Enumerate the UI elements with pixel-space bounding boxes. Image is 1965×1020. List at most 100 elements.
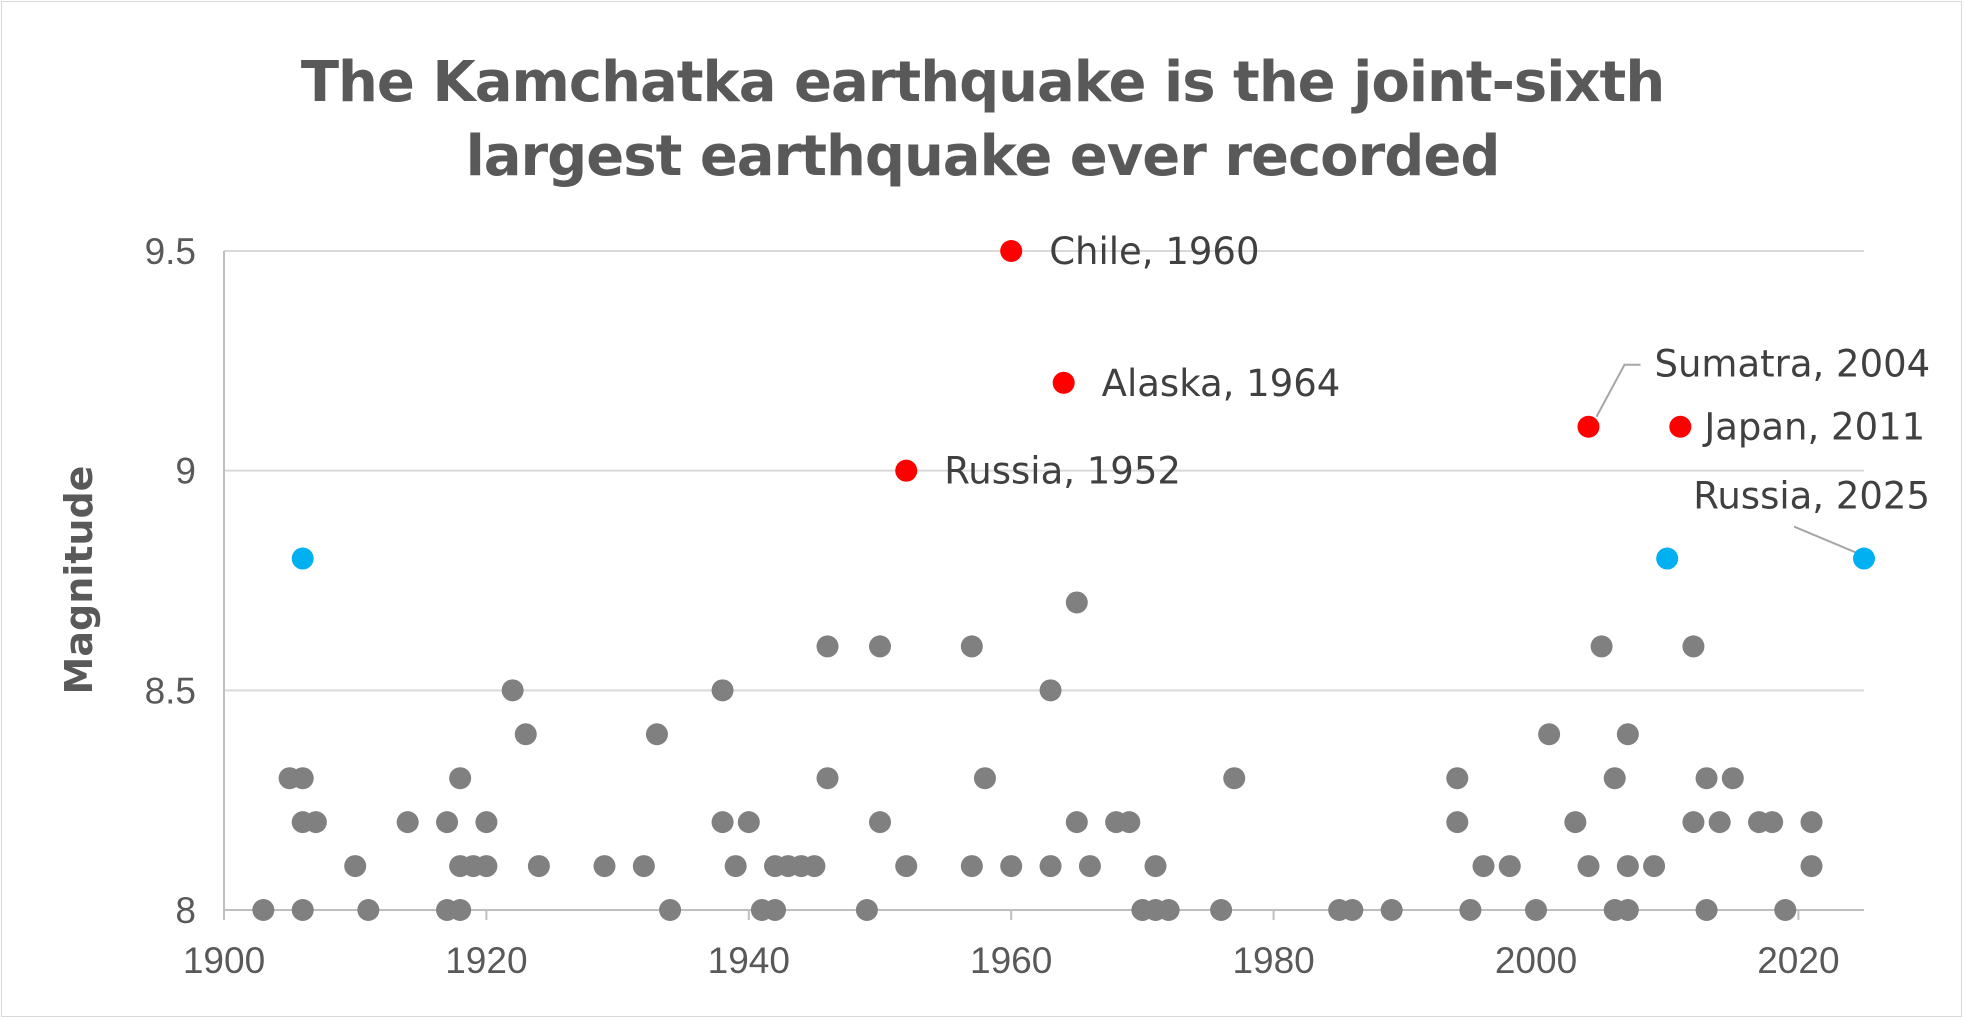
data-point (632, 855, 655, 878)
data-point (1695, 899, 1718, 921)
data-point (1446, 767, 1469, 790)
data-point (1853, 547, 1875, 570)
data-point (1065, 591, 1088, 614)
data-point (1669, 415, 1692, 438)
data-point (514, 723, 537, 746)
data-point (1682, 811, 1705, 834)
data-point (396, 811, 419, 834)
data-point (895, 855, 918, 878)
y-tick-label: 8 (175, 890, 196, 931)
axes: 8 8.5 9 9.5 1900 1920 1940 1960 1980 2000 2020 (145, 231, 1864, 981)
data-point (960, 635, 983, 658)
data-point (527, 855, 550, 878)
data-point (475, 811, 498, 834)
data-point (659, 899, 682, 921)
x-tick-label: 2020 (1757, 940, 1839, 981)
x-tick-label: 1920 (445, 940, 527, 981)
data-point (1459, 899, 1482, 921)
data-point (1065, 811, 1088, 834)
data-point (1000, 855, 1023, 878)
annotation-label: Russia, 2025 (1693, 475, 1930, 518)
annotation-label: Japan, 2011 (1702, 406, 1925, 449)
data-point (1577, 855, 1600, 878)
data-point (1590, 635, 1613, 658)
data-point (803, 855, 826, 878)
y-axis-label: Magnitude (57, 466, 101, 695)
data-point (291, 767, 314, 790)
data-point (291, 547, 314, 570)
data-point (1721, 767, 1744, 790)
data-point (960, 855, 983, 878)
data-point (1525, 899, 1547, 921)
chart-title: The Kamchatka earthquake is the joint-si… (0, 46, 1965, 194)
data-point (1341, 899, 1364, 921)
data-point (1472, 855, 1495, 878)
data-point (304, 811, 327, 834)
data-point (1039, 679, 1062, 702)
data-point (1577, 415, 1600, 438)
data-point (1656, 547, 1679, 570)
data-point (1000, 240, 1023, 262)
data-point (1603, 767, 1626, 790)
annotation-leader-line (1595, 363, 1641, 418)
data-point (344, 855, 367, 878)
data-point (816, 767, 839, 790)
data-point (1564, 811, 1587, 834)
chart-title-line-1: The Kamchatka earthquake is the joint-si… (300, 50, 1665, 115)
data-point (816, 635, 839, 658)
data-point (357, 899, 380, 921)
data-point (1039, 855, 1062, 878)
data-point (1643, 855, 1666, 878)
data-point (449, 899, 472, 921)
data-point (449, 767, 472, 790)
data-point (869, 635, 891, 658)
x-tick-label: 1980 (1232, 940, 1314, 981)
annotation-label: Chile, 1960 (1049, 230, 1259, 273)
y-tick-label: 9.5 (145, 231, 196, 272)
data-point (724, 855, 747, 878)
data-point (1774, 899, 1797, 921)
annotation-labels: Chile, 1960 Alaska, 1964 Russia, 1952 Sumat… (944, 230, 1930, 518)
annotation-label: Alaska, 1964 (1102, 362, 1341, 405)
data-point (1682, 635, 1705, 658)
data-point (1800, 855, 1823, 878)
data-point (1800, 811, 1823, 834)
data-point (1380, 899, 1403, 921)
data-point (1761, 811, 1784, 834)
data-point (1616, 723, 1639, 746)
data-point (1157, 899, 1180, 921)
data-point (252, 899, 275, 921)
data-point (1695, 767, 1718, 790)
data-point (593, 855, 616, 878)
data-point (1052, 371, 1075, 394)
annotation-leaders (1595, 363, 1857, 554)
annotation-leader-line (1793, 525, 1857, 554)
chart-title-line-2: largest earthquake ever recorded (465, 124, 1501, 189)
data-point (1498, 855, 1521, 878)
data-point (1708, 811, 1731, 834)
data-point (855, 899, 878, 921)
annotation-label: Sumatra, 2004 (1654, 343, 1930, 386)
data-point (645, 723, 668, 746)
y-tick-label: 8.5 (145, 670, 196, 711)
data-point (1446, 811, 1469, 834)
data-point (973, 767, 996, 790)
data-point (1118, 811, 1141, 834)
data-point (436, 811, 459, 834)
data-point (1144, 855, 1167, 878)
data-point (1223, 767, 1246, 790)
x-tick-label: 2000 (1495, 940, 1577, 981)
data-point (895, 459, 918, 482)
data-point (1616, 855, 1639, 878)
x-tick-label: 1960 (970, 940, 1052, 981)
data-point (501, 679, 524, 702)
data-point (737, 811, 760, 834)
data-points (252, 240, 1875, 921)
data-point (1078, 855, 1101, 878)
x-tick-label: 1900 (183, 940, 265, 981)
data-point (1538, 723, 1561, 746)
data-point (1616, 899, 1639, 921)
data-point (869, 811, 891, 834)
annotation-label: Russia, 1952 (944, 450, 1181, 493)
